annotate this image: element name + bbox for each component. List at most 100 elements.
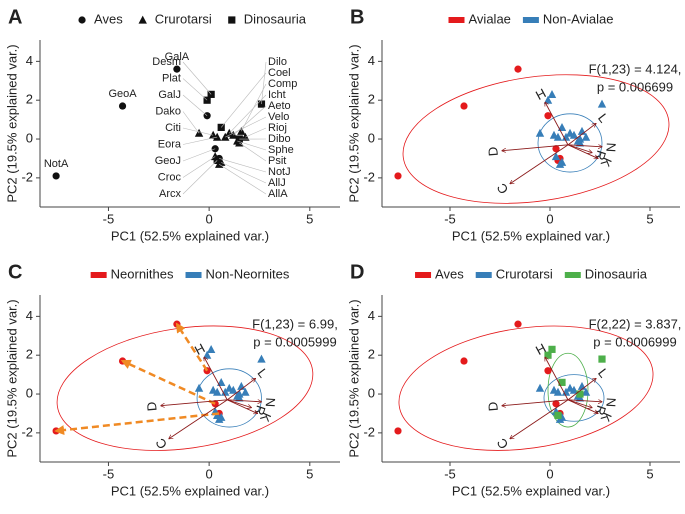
loading-label: L	[254, 366, 270, 381]
data-point	[561, 387, 571, 396]
data-point	[535, 128, 545, 137]
loading-label: N	[603, 142, 619, 152]
y-tick-label: 2	[368, 92, 375, 107]
x-tick-label: -5	[103, 466, 115, 481]
x-axis-label: PC1 (52.5% explained var.)	[111, 228, 269, 243]
legend-label: Neornithes	[111, 266, 174, 281]
data-point	[118, 102, 127, 110]
confidence-ellipse	[547, 352, 589, 428]
point-label: AllA	[268, 188, 288, 200]
data-point	[544, 367, 552, 375]
confidence-ellipse	[196, 368, 262, 428]
y-axis-label: PC2 (19.5% explained var.)	[346, 44, 361, 202]
x-tick-label: -5	[103, 211, 115, 226]
data-point	[257, 354, 266, 363]
point-label: Citi	[165, 122, 181, 134]
point-label: Aeto	[268, 100, 291, 112]
y-tick-label: -2	[363, 169, 375, 184]
data-point	[235, 389, 244, 398]
label-leader	[182, 160, 218, 195]
data-point	[576, 390, 584, 398]
point-label: Dibo	[268, 133, 291, 145]
loading-arrow	[567, 144, 592, 153]
x-tick-label: -5	[444, 466, 456, 481]
point-label: GalA	[165, 51, 190, 63]
y-tick-label: 4	[368, 53, 375, 68]
legend-label: Aves	[94, 11, 123, 26]
loading-arrow	[510, 144, 569, 184]
data-point	[558, 378, 566, 386]
y-tick-label: 0	[26, 130, 33, 145]
data-point	[552, 145, 560, 153]
data-point	[212, 387, 222, 396]
label-leader	[182, 127, 214, 136]
loading-label: D	[144, 401, 160, 412]
data-point	[581, 387, 591, 396]
data-point	[241, 132, 250, 141]
point-label: Psit	[268, 155, 286, 167]
data-point	[557, 122, 567, 131]
annotation: p = 0.0005999	[253, 334, 337, 349]
confidence-ellipse	[402, 74, 670, 204]
loading-arrow	[545, 357, 569, 401]
data-point	[554, 411, 562, 419]
label-leader	[229, 94, 267, 134]
label-leader	[237, 140, 267, 151]
loading-label: D	[485, 146, 501, 157]
loading-arrow	[227, 399, 257, 414]
label-leader	[220, 72, 267, 128]
point-label: Icht	[268, 89, 286, 101]
y-tick-label: 2	[368, 347, 375, 362]
data-point	[217, 377, 226, 386]
trajectory-arrow	[175, 322, 209, 372]
loading-label: C	[152, 436, 170, 452]
label-leader	[225, 116, 267, 138]
data-point	[460, 102, 468, 110]
loading-arrow	[567, 124, 596, 146]
legend-label: Non-Neornites	[206, 266, 290, 281]
y-tick-label: 0	[26, 385, 33, 400]
loading-label: L	[595, 366, 611, 381]
confidence-ellipse	[398, 325, 654, 451]
loading-label: N	[603, 397, 619, 407]
x-tick-label: 5	[646, 211, 653, 226]
y-tick-label: 2	[26, 347, 33, 362]
loading-arrow	[227, 400, 261, 402]
legend-key	[138, 15, 147, 24]
legend-label: Dinosauria	[244, 11, 307, 26]
point-label: Desm	[152, 56, 181, 68]
point-label: NotJ	[268, 166, 291, 178]
loading-label: N	[263, 397, 279, 407]
point-label: Dilo	[268, 56, 287, 68]
point-label: Rioj	[268, 122, 287, 134]
panel-label: C	[8, 261, 22, 283]
label-leader	[219, 164, 267, 195]
point-label: GeoA	[108, 88, 137, 100]
loading-arrow	[502, 144, 569, 151]
legend-key	[522, 17, 539, 23]
panel-label: D	[350, 261, 364, 283]
label-leader	[182, 156, 216, 178]
loading-arrow	[545, 102, 569, 146]
y-tick-label: 4	[26, 308, 33, 323]
data-point	[551, 152, 561, 161]
loading-arrow	[169, 399, 228, 439]
legend-label: Crurotarsi	[155, 11, 212, 26]
data-point	[553, 132, 563, 141]
data-point	[535, 383, 545, 392]
y-tick-label: -2	[21, 424, 33, 439]
data-point	[173, 65, 181, 73]
data-point	[544, 112, 552, 120]
label-leader	[261, 61, 267, 105]
point-label: Arcx	[159, 188, 182, 200]
label-leader	[182, 111, 200, 134]
loading-arrow	[567, 399, 598, 414]
data-point	[212, 410, 222, 419]
y-tick-label: 2	[26, 92, 33, 107]
data-point	[575, 134, 585, 143]
legend-key	[564, 272, 581, 278]
data-point	[597, 99, 607, 108]
point-label: Croc	[158, 171, 182, 183]
data-point	[211, 145, 219, 153]
